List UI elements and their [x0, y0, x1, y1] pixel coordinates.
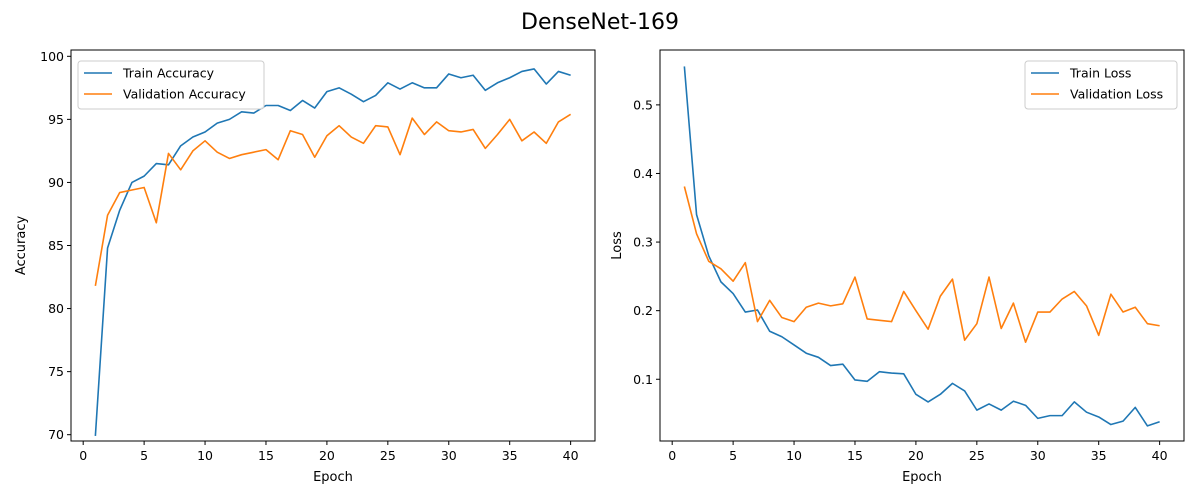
accuracy-legend: Train Accuracy Validation Accuracy	[77, 60, 265, 110]
accuracy-y-tick-label: 95	[48, 112, 64, 127]
accuracy-x-axis-label: Epoch	[313, 470, 353, 485]
accuracy-series-validation-accuracy	[94, 113, 572, 286]
accuracy-x-tick-label: 15	[258, 448, 274, 463]
accuracy-x-tick-label: 30	[441, 448, 457, 463]
loss-series-validation-loss	[683, 186, 1160, 344]
loss-x-tick-label: 5	[729, 448, 737, 463]
accuracy-legend-label-validation-accuracy: Validation Accuracy	[123, 87, 246, 102]
loss-y-axis-label: Loss	[610, 231, 625, 260]
loss-legend-label-train-loss: Train Loss	[1069, 66, 1131, 81]
accuracy-y-tick-label: 85	[48, 238, 64, 253]
accuracy-y-tick-label: 80	[48, 301, 64, 316]
loss-chart: 0 5 10 15 20 25 30 35 40 0.1 0.2 0.3 0.4 0.5 Epoch Loss…	[610, 49, 1185, 485]
accuracy-x-tick-label: 0	[79, 448, 87, 463]
loss-x-tick-label: 0	[668, 448, 676, 463]
loss-y-tick-label: 0.2	[633, 303, 653, 318]
accuracy-x-tick-label: 5	[140, 448, 148, 463]
loss-x-tick-label: 40	[1152, 448, 1168, 463]
loss-y-tick-label: 0.1	[633, 372, 653, 387]
loss-x-axis-label: Epoch	[902, 470, 942, 485]
loss-y-tick-label: 0.3	[633, 235, 653, 250]
accuracy-x-tick-label: 25	[380, 448, 396, 463]
accuracy-series-train-accuracy	[94, 68, 571, 437]
loss-x-tick-label: 15	[847, 448, 863, 463]
loss-axes-frame	[659, 49, 1185, 442]
loss-legend: Train Loss Validation Loss	[1024, 60, 1178, 110]
loss-y-tick-label: 0.4	[633, 166, 653, 181]
loss-series-train-loss	[683, 66, 1160, 427]
accuracy-y-tick-label: 70	[48, 427, 64, 442]
accuracy-legend-box	[77, 60, 265, 110]
accuracy-y-axis-label: Accuracy	[14, 216, 29, 276]
accuracy-chart: 0 5 10 15 20 25 30 35 40 70 75 80 85 90 95 100 Epoch Accu…	[14, 49, 596, 485]
loss-x-tick-label: 25	[969, 448, 985, 463]
accuracy-x-tick-label: 10	[197, 448, 213, 463]
loss-x-tick-label: 20	[908, 448, 924, 463]
accuracy-legend-label-train-accuracy: Train Accuracy	[122, 66, 215, 81]
loss-x-tick-label: 10	[786, 448, 802, 463]
accuracy-x-tick-label: 20	[319, 448, 335, 463]
accuracy-y-tick-label: 100	[40, 49, 64, 64]
figure-suptitle: DenseNet-169	[521, 10, 679, 35]
loss-x-tick-label: 35	[1091, 448, 1107, 463]
accuracy-y-tick-label: 75	[48, 364, 64, 379]
accuracy-x-tick-label: 35	[502, 448, 518, 463]
accuracy-y-tick-label: 90	[48, 175, 64, 190]
loss-y-tick-label: 0.5	[633, 97, 653, 112]
loss-legend-box	[1024, 60, 1178, 110]
loss-x-tick-label: 30	[1030, 448, 1046, 463]
loss-legend-label-validation-loss: Validation Loss	[1070, 87, 1163, 102]
accuracy-x-tick-label: 40	[563, 448, 579, 463]
